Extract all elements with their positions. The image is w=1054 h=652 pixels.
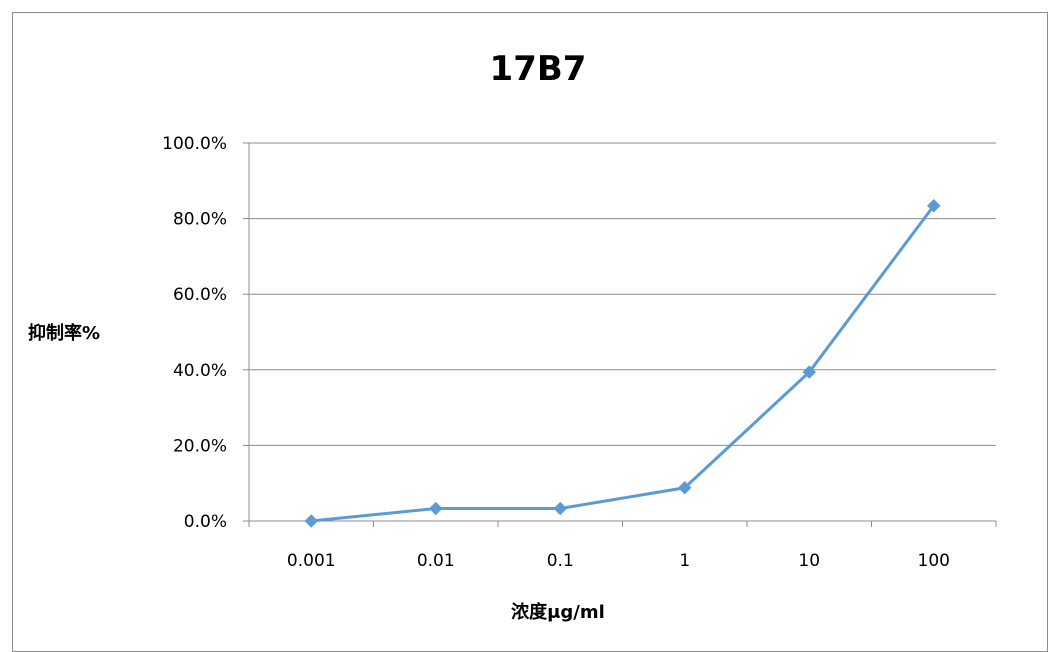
x-tick-labels: 0.001 0.01 0.1 1 10 100	[287, 551, 950, 571]
y-tick-label: 0.0%	[184, 512, 227, 532]
chart-frame	[12, 12, 1048, 652]
data-point-marker	[802, 365, 816, 379]
y-tick-label: 20.0%	[173, 436, 227, 456]
y-axis-title: 抑制率%	[28, 322, 100, 344]
x-axis-title: 浓度μg/ml	[511, 601, 605, 623]
x-tick-label: 0.01	[417, 551, 455, 571]
data-point-marker	[553, 501, 567, 516]
chart-title: 17B7	[490, 49, 587, 89]
series	[304, 199, 941, 528]
gridlines	[249, 142, 996, 446]
x-tick-label: 1	[679, 551, 690, 571]
data-point-marker	[927, 199, 941, 213]
series-line	[309, 204, 936, 523]
data-point-marker	[678, 481, 692, 495]
y-tick-label: 40.0%	[173, 361, 227, 381]
x-tick-label: 0.1	[547, 551, 574, 571]
x-tick-label: 0.001	[287, 551, 336, 571]
axes	[243, 142, 997, 527]
y-tick-label: 80.0%	[173, 210, 227, 230]
y-tick-labels: 0.0% 20.0% 40.0% 60.0% 80.0% 100.0%	[162, 134, 227, 532]
x-tick-label: 100	[918, 551, 950, 571]
x-tick-label: 10	[798, 551, 820, 571]
y-tick-label: 100.0%	[162, 134, 227, 154]
data-point-marker	[429, 501, 443, 516]
data-point-marker	[304, 514, 318, 528]
y-tick-label: 60.0%	[173, 285, 227, 305]
